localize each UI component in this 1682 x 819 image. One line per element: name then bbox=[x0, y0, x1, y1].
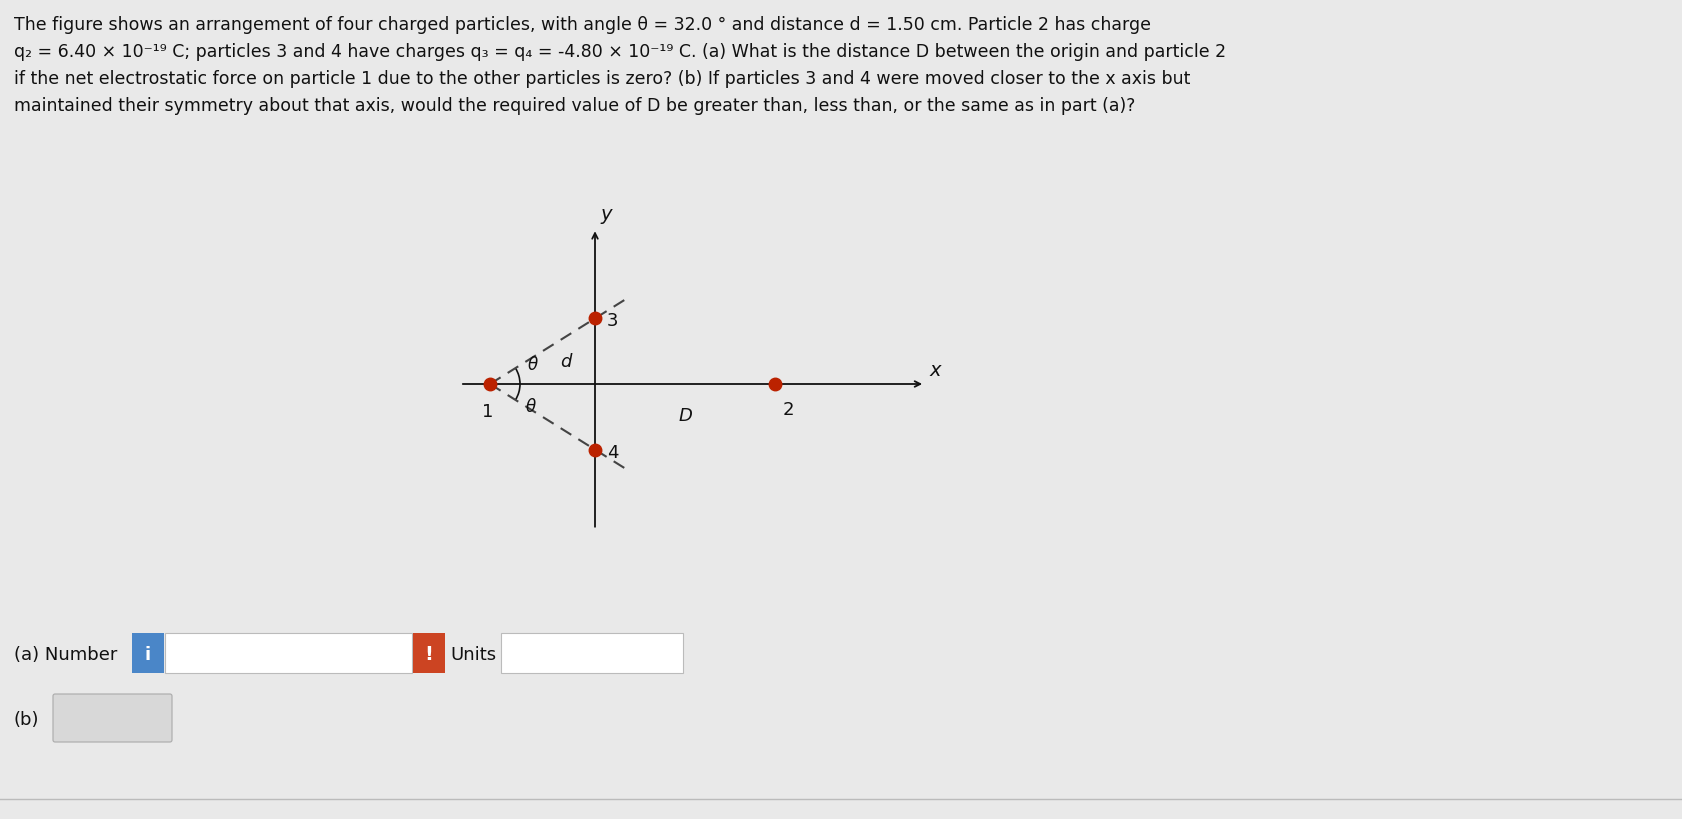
FancyBboxPatch shape bbox=[501, 633, 683, 673]
Text: ▼: ▼ bbox=[663, 657, 671, 667]
Text: ▼: ▼ bbox=[151, 722, 160, 732]
Text: θ: θ bbox=[526, 397, 537, 415]
FancyBboxPatch shape bbox=[412, 633, 444, 673]
Text: Units: Units bbox=[449, 645, 496, 663]
Text: (a) Number: (a) Number bbox=[13, 645, 118, 663]
Text: 4: 4 bbox=[607, 443, 617, 461]
Text: x: x bbox=[930, 360, 940, 379]
FancyBboxPatch shape bbox=[165, 633, 412, 673]
Text: D: D bbox=[678, 406, 691, 424]
FancyBboxPatch shape bbox=[131, 633, 163, 673]
Text: ▲: ▲ bbox=[151, 707, 160, 717]
Text: i: i bbox=[145, 645, 151, 663]
Text: 1: 1 bbox=[483, 402, 493, 420]
Text: m: m bbox=[511, 645, 530, 663]
Text: 3: 3 bbox=[607, 312, 617, 330]
Text: !: ! bbox=[424, 645, 434, 663]
Text: less: less bbox=[67, 710, 103, 728]
Text: ▲: ▲ bbox=[663, 642, 671, 652]
Text: y: y bbox=[600, 205, 611, 224]
Text: 2: 2 bbox=[782, 400, 794, 419]
Text: The figure shows an arrangement of four charged particles, with angle θ = 32.0 °: The figure shows an arrangement of four … bbox=[13, 16, 1150, 34]
FancyBboxPatch shape bbox=[52, 695, 172, 742]
Text: d: d bbox=[560, 353, 572, 371]
Text: maintained their symmetry about that axis, would the required value of D be grea: maintained their symmetry about that axi… bbox=[13, 97, 1135, 115]
Text: q₂ = 6.40 × 10⁻¹⁹ C; particles 3 and 4 have charges q₃ = q₄ = -4.80 × 10⁻¹⁹ C. (: q₂ = 6.40 × 10⁻¹⁹ C; particles 3 and 4 h… bbox=[13, 43, 1226, 61]
Text: (b): (b) bbox=[13, 710, 39, 728]
Text: if the net electrostatic force on particle 1 due to the other particles is zero?: if the net electrostatic force on partic… bbox=[13, 70, 1189, 88]
Text: θ: θ bbox=[528, 355, 538, 373]
